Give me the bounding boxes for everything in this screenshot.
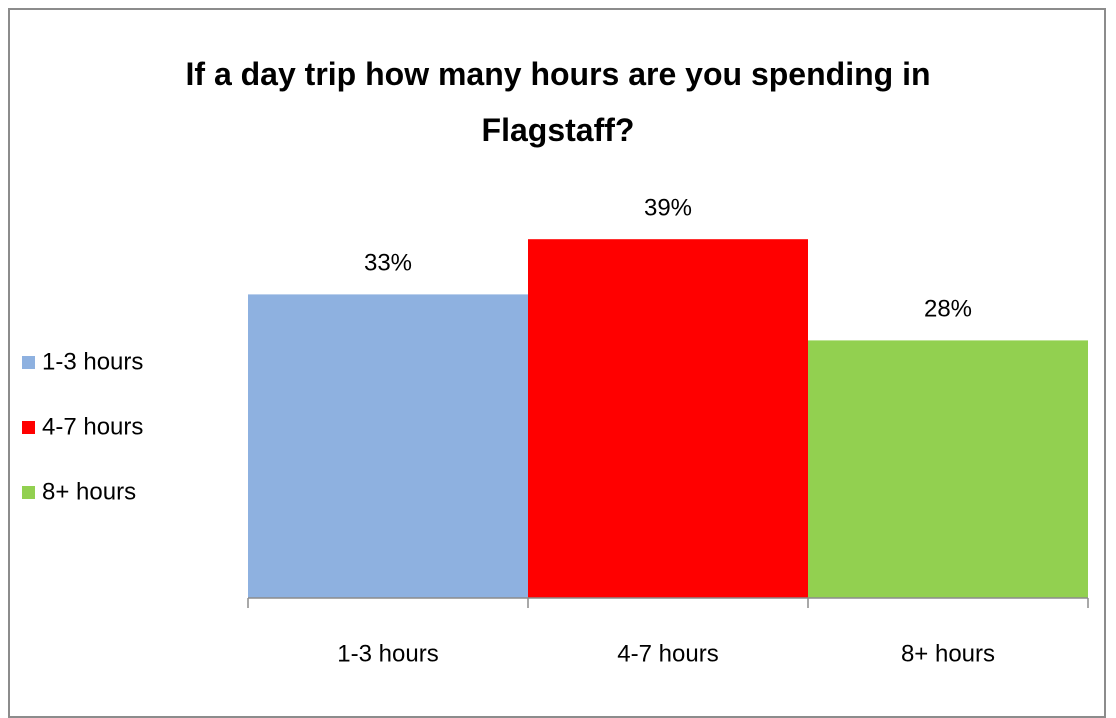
bar: [808, 340, 1088, 598]
legend-swatch: [22, 421, 35, 434]
legend-label: 8+ hours: [42, 478, 136, 505]
legend-swatch: [22, 486, 35, 499]
x-tick-label: 1-3 hours: [337, 640, 438, 667]
legend-swatch: [22, 356, 35, 369]
bar: [528, 239, 808, 598]
data-label: 28%: [924, 296, 972, 323]
x-tick-label: 4-7 hours: [617, 640, 718, 667]
chart-title: If a day trip how many hours are you spe…: [185, 56, 931, 148]
x-tick-label: 8+ hours: [901, 640, 995, 667]
data-label: 33%: [364, 250, 412, 277]
page: If a day trip how many hours are you spe…: [8, 8, 1106, 718]
chart: 33% 1-3 hours 39% 4-7 hours 28% 8+ hours 1-3 h…: [22, 195, 1089, 667]
legend-label: 1-3 hours: [42, 348, 143, 375]
bar: [248, 294, 528, 598]
legend-label: 4-7 hours: [42, 413, 143, 440]
data-label: 39%: [644, 195, 692, 222]
